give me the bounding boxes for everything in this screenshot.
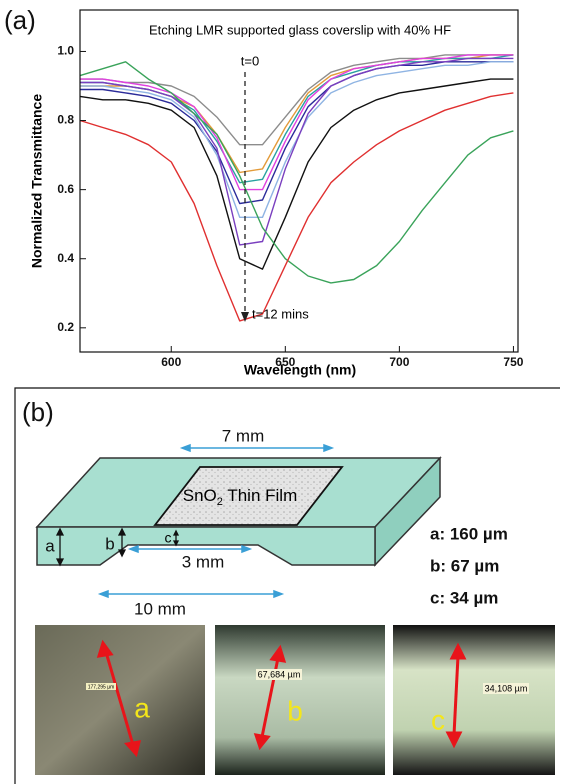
series-line — [80, 57, 514, 246]
photo — [215, 625, 385, 775]
photo-measurement: 177,295 µm — [88, 684, 115, 690]
x-tick-label: 650 — [275, 355, 295, 369]
y-axis-label: Normalized Transmittance — [29, 94, 45, 268]
scale-box — [256, 669, 302, 680]
plot-frame — [79, 9, 519, 353]
photo — [393, 625, 555, 775]
series-line — [80, 54, 514, 174]
scale-box — [86, 683, 116, 690]
series-line — [80, 54, 514, 184]
dimension-label: 7 mm — [222, 426, 265, 445]
photo-letter: b — [287, 695, 303, 726]
series-line — [80, 54, 514, 191]
series-line — [79, 78, 514, 270]
chart-title: Etching LMR supported glass coverslip wi… — [149, 22, 451, 37]
thin-film — [153, 466, 344, 526]
series-line — [79, 92, 514, 322]
y-tick-label: 0.8 — [57, 113, 74, 127]
arrow-head — [241, 312, 249, 322]
scale-box — [483, 683, 529, 694]
dimension-label: 10 mm — [134, 599, 186, 618]
x-axis-label: Wavelength (nm) — [244, 362, 356, 378]
y-tick-label: 0.4 — [57, 251, 74, 265]
x-tick-label: 600 — [161, 355, 181, 369]
series-line — [80, 54, 514, 146]
panel-border — [14, 387, 560, 784]
film-label-main: SnO — [183, 486, 217, 505]
marker-label: b — [105, 534, 114, 553]
film-label: SnO2 Thin Film — [183, 486, 297, 507]
y-tick-label: 0.2 — [57, 320, 74, 334]
thickness-arrows — [55, 527, 180, 567]
series-line — [79, 61, 514, 284]
photo-letter: c — [431, 704, 445, 735]
y-tick-label: 1.0 — [57, 44, 74, 58]
y-tick-label: 0.6 — [57, 182, 74, 196]
panel-label: (a) — [4, 5, 36, 35]
marker-label: a — [45, 536, 55, 555]
thickness-label: c: 34 µm — [430, 588, 498, 607]
annotation: t=0 — [241, 53, 259, 68]
thickness-label: b: 67 µm — [430, 556, 499, 575]
thickness-label: a: 160 µm — [430, 524, 508, 543]
panel-label: (b) — [22, 397, 54, 427]
annotation: t=12 mins — [252, 306, 309, 321]
dimension-arrows — [97, 443, 335, 599]
x-tick-label: 700 — [389, 355, 409, 369]
film-label-sub: 2 — [217, 496, 223, 508]
photo-measurement: 34,108 µm — [485, 683, 528, 693]
photo-measurement: 67,684 µm — [258, 669, 301, 679]
x-tick-label: 750 — [503, 355, 523, 369]
marker-label: c — [165, 530, 172, 546]
film-label-rest: Thin Film — [223, 486, 297, 505]
photo-letter: a — [134, 692, 150, 723]
dimension-label: 3 mm — [182, 552, 225, 571]
